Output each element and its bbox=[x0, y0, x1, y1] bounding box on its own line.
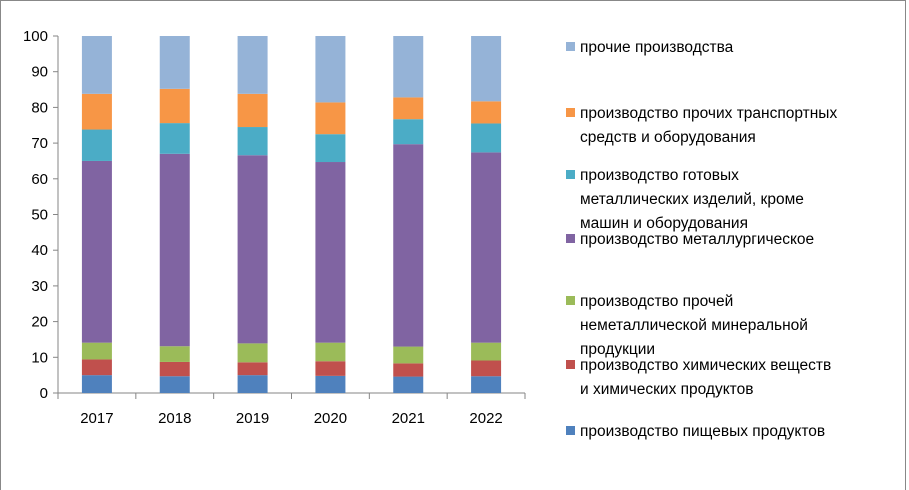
chart-plot-area: 0 10 20 30 40 50 60 70 80 90 100 2017 2018 2019 2020 20… bbox=[23, 28, 526, 427]
x-tick-label: 2021 bbox=[392, 410, 425, 427]
bar-segment bbox=[159, 376, 190, 393]
bar-segment bbox=[81, 93, 112, 130]
legend-label: производство прочей неметаллической мине… bbox=[580, 293, 808, 358]
y-tick-label: 100 bbox=[23, 28, 48, 45]
y-tick-label: 20 bbox=[31, 314, 48, 331]
bar-segment bbox=[81, 160, 112, 343]
bar-segment bbox=[393, 363, 424, 377]
legend-item-transport: производство прочих транспортных средств… bbox=[566, 102, 901, 150]
bar-segment bbox=[393, 119, 424, 145]
legend-item-metal-products: производство готовых металлических издел… bbox=[566, 164, 901, 236]
y-tick-label: 40 bbox=[31, 242, 48, 259]
bar-segment bbox=[471, 376, 502, 393]
legend-item-chemicals: производство химических веществ и химиче… bbox=[566, 354, 901, 402]
legend-swatch bbox=[566, 426, 575, 435]
bar-segment bbox=[315, 134, 346, 163]
bar-segment bbox=[159, 36, 190, 89]
x-tick-label: 2019 bbox=[236, 410, 269, 427]
y-tick-label: 70 bbox=[31, 135, 48, 152]
legend-swatch bbox=[566, 360, 575, 369]
legend-swatch bbox=[566, 296, 575, 305]
bar-segment bbox=[471, 342, 502, 361]
bar-segment bbox=[81, 359, 112, 376]
bar-segment bbox=[315, 162, 346, 343]
x-tick-label: 2018 bbox=[158, 410, 191, 427]
y-tick-label: 80 bbox=[31, 99, 48, 116]
y-tick-label: 0 bbox=[40, 385, 48, 402]
bar-segment bbox=[393, 346, 424, 364]
x-tick-label: 2020 bbox=[314, 410, 347, 427]
bar-segment bbox=[237, 127, 268, 156]
bar-segment bbox=[393, 36, 424, 98]
bar-segment bbox=[471, 123, 502, 153]
y-tick-label: 90 bbox=[31, 64, 48, 81]
bar-segment bbox=[237, 343, 268, 363]
y-tick-label: 50 bbox=[31, 207, 48, 224]
bar-segment bbox=[471, 101, 502, 124]
bar-segment bbox=[159, 346, 190, 362]
legend-label: производство химических веществ и химиче… bbox=[580, 357, 832, 398]
x-tick-label: 2017 bbox=[80, 410, 113, 427]
legend-label: производство готовых металлических издел… bbox=[580, 167, 804, 232]
chart-legend: прочие производства производство прочих … bbox=[566, 0, 901, 490]
bar-segment bbox=[237, 155, 268, 344]
bar-segment bbox=[315, 342, 346, 362]
legend-label: производство пищевых продуктов bbox=[580, 423, 826, 440]
legend-label: производство прочих транспортных средств… bbox=[580, 105, 838, 146]
bar-segment bbox=[393, 376, 424, 393]
legend-swatch bbox=[566, 170, 575, 179]
bar-segment bbox=[159, 88, 190, 124]
bar-segment bbox=[81, 36, 112, 94]
bar-segment bbox=[393, 97, 424, 120]
bar-segment bbox=[81, 342, 112, 360]
bar-segment bbox=[471, 152, 502, 343]
bar-segment bbox=[159, 361, 190, 377]
bar-segment bbox=[159, 153, 190, 347]
legend-item-food: производство пищевых продуктов bbox=[566, 420, 901, 444]
bar-segment bbox=[81, 375, 112, 393]
legend-item-other: прочие производства bbox=[566, 36, 901, 60]
bar-segment bbox=[237, 36, 268, 94]
legend-label: производство металлургическое bbox=[580, 231, 815, 248]
x-tick-label: 2022 bbox=[469, 410, 502, 427]
bar-segment bbox=[315, 361, 346, 376]
bar-segment bbox=[237, 375, 268, 393]
bar-segment bbox=[81, 129, 112, 161]
y-tick-label: 60 bbox=[31, 171, 48, 188]
bar-segment bbox=[471, 360, 502, 377]
legend-item-metallurgy: производство металлургическое bbox=[566, 228, 901, 252]
bar-segment bbox=[315, 375, 346, 393]
legend-swatch bbox=[566, 42, 575, 51]
bar-segment bbox=[471, 36, 502, 102]
bar-segment bbox=[393, 144, 424, 347]
y-tick-label: 10 bbox=[31, 349, 48, 366]
bar-segment bbox=[159, 123, 190, 154]
legend-swatch bbox=[566, 234, 575, 243]
bar-segment bbox=[315, 36, 346, 103]
bar-segment bbox=[237, 362, 268, 376]
bar-segment bbox=[237, 93, 268, 128]
legend-label: прочие производства bbox=[580, 39, 734, 56]
legend-item-nonmetallic: производство прочей неметаллической мине… bbox=[566, 290, 901, 362]
y-tick-label: 30 bbox=[31, 278, 48, 295]
legend-swatch bbox=[566, 108, 575, 117]
bar-segment bbox=[315, 102, 346, 135]
